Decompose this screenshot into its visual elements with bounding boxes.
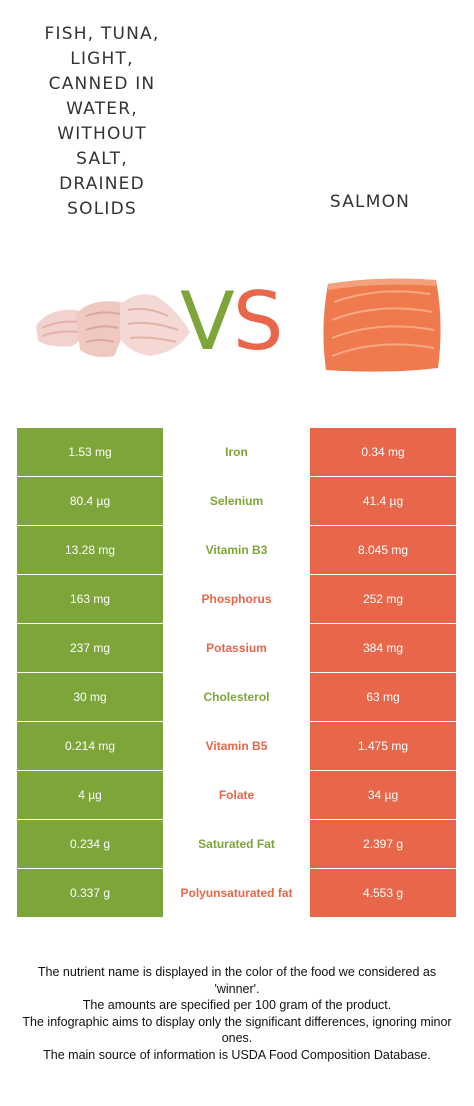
tuna-chunk	[120, 294, 190, 356]
right-value: 0.34 mg	[310, 428, 456, 476]
nutrient-name: Polyunsaturated fat	[163, 869, 310, 917]
footer-line: The infographic aims to display only the…	[22, 1014, 452, 1046]
footer-line: The nutrient name is displayed in the co…	[37, 965, 437, 996]
tuna-chunk	[36, 309, 90, 347]
tuna-chunk	[76, 301, 128, 358]
table-row: 4 µg Folate 34 µg	[17, 771, 456, 819]
right-value: 8.045 mg	[310, 526, 456, 574]
tuna-chunks-image	[36, 294, 190, 358]
nutrient-name: Cholesterol	[163, 673, 310, 721]
nutrient-name: Potassium	[163, 624, 310, 672]
right-value: 63 mg	[310, 673, 456, 721]
left-value: 1.53 mg	[17, 428, 163, 476]
right-value: 4.553 g	[310, 869, 456, 917]
left-value: 0.337 g	[17, 869, 163, 917]
left-value: 0.214 mg	[17, 722, 163, 770]
table-row: 0.234 g Saturated Fat 2.397 g	[17, 820, 456, 868]
table-row: 163 mg Phosphorus 252 mg	[17, 575, 456, 623]
left-food-title: Fish, tuna, light, canned in water, with…	[44, 24, 160, 219]
left-value: 80.4 µg	[17, 477, 163, 525]
salmon-fillet-image	[323, 278, 441, 372]
nutrient-name: Iron	[163, 428, 310, 476]
nutrient-name: Phosphorus	[163, 575, 310, 623]
right-value: 1.475 mg	[310, 722, 456, 770]
table-row: 80.4 µg Selenium 41.4 µg	[17, 477, 456, 525]
left-value: 237 mg	[17, 624, 163, 672]
nutrient-name: Folate	[163, 771, 310, 819]
left-value: 0.234 g	[17, 820, 163, 868]
table-row: 0.337 g Polyunsaturated fat 4.553 g	[17, 869, 456, 917]
right-value: 41.4 µg	[310, 477, 456, 525]
right-food-title: Salmon	[329, 192, 411, 212]
right-value: 34 µg	[310, 771, 456, 819]
nutrient-name: Selenium	[163, 477, 310, 525]
nutrient-name: Vitamin B3	[163, 526, 310, 574]
vs-letter-s: S	[232, 275, 284, 368]
footer-line: The main source of information is USDA F…	[43, 1047, 431, 1062]
table-row: 1.53 mg Iron 0.34 mg	[17, 428, 456, 476]
nutrient-name: Vitamin B5	[163, 722, 310, 770]
right-value: 2.397 g	[310, 820, 456, 868]
table-row: 30 mg Cholesterol 63 mg	[17, 673, 456, 721]
footer-notes: The nutrient name is displayed in the co…	[14, 964, 460, 1063]
table-row: 237 mg Potassium 384 mg	[17, 624, 456, 672]
table-row: 13.28 mg Vitamin B3 8.045 mg	[17, 526, 456, 574]
vs-label: VS	[180, 282, 284, 362]
left-value: 30 mg	[17, 673, 163, 721]
footer-line: The amounts are specified per 100 gram o…	[82, 998, 392, 1012]
left-value: 163 mg	[17, 575, 163, 623]
right-value: 252 mg	[310, 575, 456, 623]
right-value: 384 mg	[310, 624, 456, 672]
left-value: 4 µg	[17, 771, 163, 819]
table-row: 0.214 mg Vitamin B5 1.475 mg	[17, 722, 456, 770]
left-value: 13.28 mg	[17, 526, 163, 574]
nutrient-name: Saturated Fat	[163, 820, 310, 868]
comparison-table: 1.53 mg Iron 0.34 mg 80.4 µg Selenium 41.4 µg…	[17, 428, 456, 918]
vs-letter-v: V	[180, 275, 235, 368]
